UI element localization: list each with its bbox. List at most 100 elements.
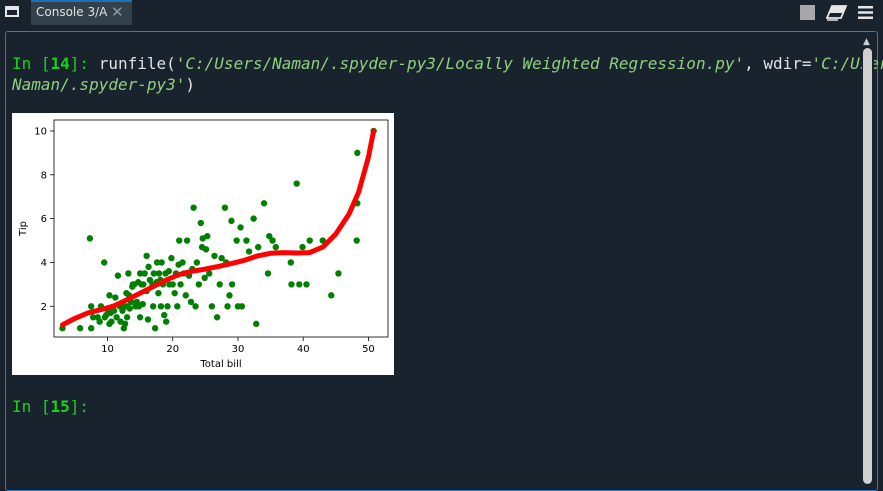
- data-point: [168, 254, 175, 262]
- code-text: runfile(: [98, 54, 176, 73]
- data-point: [266, 232, 273, 240]
- data-point: [287, 259, 295, 266]
- data-point: [165, 268, 173, 275]
- y-tick-label: 2: [41, 302, 47, 313]
- data-point: [179, 259, 186, 266]
- data-point: [228, 281, 236, 288]
- close-icon[interactable]: ✕: [111, 3, 124, 21]
- data-point: [216, 281, 223, 288]
- data-point: [155, 270, 163, 277]
- data-point: [288, 281, 295, 288]
- data-point: [151, 325, 159, 332]
- data-point: [299, 243, 306, 251]
- data-point: [143, 252, 150, 260]
- data-point: [139, 300, 146, 308]
- scatter-chart: 10 20 30 40 50 2 4 6 8 10 Total bill Tip: [18, 119, 389, 370]
- data-point: [253, 320, 260, 328]
- scrollbar-handle[interactable]: [863, 48, 872, 484]
- data-point: [112, 294, 119, 301]
- prompt-close: ]:: [69, 54, 99, 73]
- x-tick-label: 20: [166, 344, 179, 355]
- code-string: 'C:/Users/Naman/.spyder-py3/Locally Weig…: [175, 54, 745, 73]
- data-point: [164, 303, 171, 310]
- data-point: [136, 270, 144, 277]
- data-point: [113, 314, 120, 321]
- y-tick-label: 8: [41, 170, 47, 181]
- x-tick-label: 30: [232, 344, 245, 355]
- data-point: [204, 232, 211, 240]
- x-tick-label: 40: [297, 344, 310, 355]
- data-point: [197, 219, 204, 227]
- data-point: [87, 325, 95, 332]
- prompt-label: In [: [12, 397, 51, 416]
- data-point: [145, 263, 152, 271]
- console-prompt[interactable]: In [15]:: [12, 397, 89, 416]
- data-point: [106, 292, 113, 299]
- y-tick-label: 4: [41, 258, 47, 269]
- data-point: [89, 314, 97, 321]
- data-point: [202, 246, 210, 253]
- prompt-number: 14: [50, 54, 70, 73]
- data-point: [211, 252, 218, 260]
- data-point: [353, 237, 360, 244]
- data-point: [306, 237, 313, 244]
- data-point: [226, 292, 233, 299]
- scroll-up-icon[interactable]: ▲: [863, 37, 870, 47]
- data-point: [161, 311, 168, 319]
- data-point: [335, 270, 342, 277]
- data-point: [136, 314, 144, 321]
- y-tick-label: 10: [34, 126, 47, 137]
- data-point: [108, 318, 115, 325]
- code-text: ): [185, 75, 196, 94]
- data-point: [126, 305, 133, 312]
- data-point: [354, 149, 361, 157]
- data-point: [158, 259, 165, 266]
- data-point: [233, 237, 240, 244]
- code-text: , wdir=: [744, 54, 812, 73]
- data-point: [264, 270, 272, 277]
- data-point: [195, 281, 203, 288]
- data-point: [254, 243, 262, 251]
- data-point: [250, 215, 257, 222]
- data-point: [192, 303, 199, 310]
- regression-line: [60, 128, 377, 328]
- data-point: [228, 217, 235, 225]
- data-point: [206, 270, 213, 277]
- y-axis-label: Tip: [18, 221, 29, 237]
- data-point: [153, 259, 161, 266]
- data-point: [169, 281, 176, 288]
- console-line: In [14]: runfile('C:/Users/Naman/.spyder…: [12, 54, 883, 73]
- data-point: [183, 237, 191, 244]
- data-point: [272, 243, 279, 251]
- data-point: [293, 180, 300, 187]
- data-point: [140, 281, 147, 288]
- data-point: [328, 292, 335, 299]
- x-tick-label: 10: [101, 344, 114, 355]
- x-tick-label: 50: [362, 344, 375, 355]
- window-icon[interactable]: [5, 6, 19, 17]
- data-point: [125, 270, 132, 277]
- data-point: [121, 320, 129, 328]
- data-point: [174, 303, 181, 310]
- data-point: [296, 281, 303, 288]
- plot-frame: [53, 119, 389, 338]
- data-point: [163, 318, 170, 325]
- eraser-icon[interactable]: [826, 5, 848, 21]
- data-point: [190, 204, 197, 211]
- code-string: Naman/.spyder-py3': [12, 75, 186, 94]
- data-point: [123, 314, 131, 321]
- data-point: [141, 270, 148, 277]
- stop-icon[interactable]: [800, 5, 815, 20]
- data-point: [177, 281, 184, 288]
- data-point: [208, 303, 216, 310]
- data-point: [260, 200, 268, 207]
- tab-console[interactable]: Console 3/A ✕: [31, 0, 132, 25]
- x-axis-label: Total bill: [199, 359, 241, 370]
- data-point: [114, 272, 122, 279]
- data-point: [86, 235, 94, 242]
- plot-output: 10 20 30 40 50 2 4 6 8 10 Total bill Tip: [12, 113, 394, 375]
- data-point: [157, 303, 165, 310]
- data-point: [218, 254, 225, 262]
- data-point: [193, 259, 201, 266]
- menu-icon[interactable]: [858, 5, 873, 20]
